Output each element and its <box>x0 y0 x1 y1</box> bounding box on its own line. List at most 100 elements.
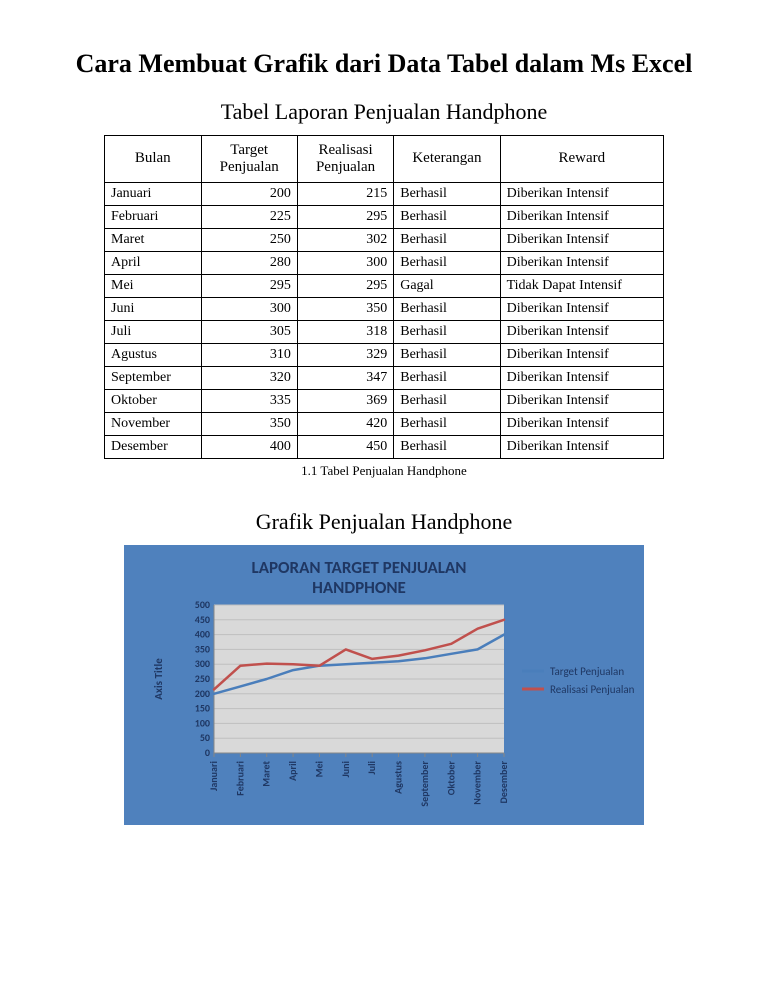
y-tick-label: 0 <box>205 746 210 759</box>
table-cell: Berhasil <box>394 251 500 274</box>
table-cell: 420 <box>297 412 393 435</box>
table-cell: 329 <box>297 343 393 366</box>
table-cell: 300 <box>201 297 297 320</box>
y-tick-label: 150 <box>195 701 210 714</box>
table-cell: Oktober <box>105 389 202 412</box>
table-cell: Diberikan Intensif <box>500 251 663 274</box>
line-chart: LAPORAN TARGET PENJUALANHANDPHONE0501001… <box>124 545 644 825</box>
chart-title: LAPORAN TARGET PENJUALAN <box>252 557 467 578</box>
table-cell: Juni <box>105 297 202 320</box>
table-cell: 318 <box>297 320 393 343</box>
table-cell: 335 <box>201 389 297 412</box>
table-row: April280300BerhasilDiberikan Intensif <box>105 251 664 274</box>
table-cell: Maret <box>105 228 202 251</box>
y-tick-label: 100 <box>195 716 210 729</box>
table-cell: 347 <box>297 366 393 389</box>
table-row: Juni300350BerhasilDiberikan Intensif <box>105 297 664 320</box>
table-header-cell: Realisasi Penjualan <box>297 135 393 182</box>
table-row: Januari200215BerhasilDiberikan Intensif <box>105 182 664 205</box>
table-cell: Berhasil <box>394 435 500 458</box>
table-cell: 450 <box>297 435 393 458</box>
table-cell: April <box>105 251 202 274</box>
table-cell: Diberikan Intensif <box>500 228 663 251</box>
table-cell: Berhasil <box>394 366 500 389</box>
table-cell: 295 <box>297 205 393 228</box>
table-cell: 280 <box>201 251 297 274</box>
table-cell: Gagal <box>394 274 500 297</box>
legend-label: Target Penjualan <box>550 665 624 678</box>
table-cell: Tidak Dapat Intensif <box>500 274 663 297</box>
table-cell: Diberikan Intensif <box>500 320 663 343</box>
table-cell: Diberikan Intensif <box>500 297 663 320</box>
document-page: Cara Membuat Grafik dari Data Tabel dala… <box>0 0 768 865</box>
table-cell: 320 <box>201 366 297 389</box>
table-row: Desember400450BerhasilDiberikan Intensif <box>105 435 664 458</box>
x-tick-label: Juni <box>339 761 352 778</box>
page-title: Cara Membuat Grafik dari Data Tabel dala… <box>64 48 704 81</box>
legend-label: Realisasi Penjualan <box>550 683 635 696</box>
table-cell: 215 <box>297 182 393 205</box>
table-cell: 310 <box>201 343 297 366</box>
table-cell: Berhasil <box>394 412 500 435</box>
y-tick-label: 400 <box>195 627 210 640</box>
table-cell: 295 <box>201 274 297 297</box>
y-tick-label: 450 <box>195 612 210 625</box>
table-cell: Berhasil <box>394 343 500 366</box>
table-cell: Agustus <box>105 343 202 366</box>
y-tick-label: 250 <box>195 672 210 685</box>
table-section-title: Tabel Laporan Penjualan Handphone <box>64 99 704 125</box>
table-cell: Diberikan Intensif <box>500 435 663 458</box>
table-cell: 305 <box>201 320 297 343</box>
x-tick-label: Maret <box>260 760 273 786</box>
table-row: Oktober335369BerhasilDiberikan Intensif <box>105 389 664 412</box>
table-cell: Diberikan Intensif <box>500 205 663 228</box>
table-cell: 400 <box>201 435 297 458</box>
x-tick-label: November <box>471 760 484 804</box>
table-caption: 1.1 Tabel Penjualan Handphone <box>64 463 704 479</box>
table-cell: Berhasil <box>394 182 500 205</box>
table-cell: November <box>105 412 202 435</box>
y-tick-label: 300 <box>195 657 210 670</box>
table-row: November350420BerhasilDiberikan Intensif <box>105 412 664 435</box>
table-cell: 350 <box>201 412 297 435</box>
table-cell: Berhasil <box>394 228 500 251</box>
table-header-cell: Bulan <box>105 135 202 182</box>
table-row: Juli305318BerhasilDiberikan Intensif <box>105 320 664 343</box>
table-cell: Diberikan Intensif <box>500 389 663 412</box>
table-row: Mei295295GagalTidak Dapat Intensif <box>105 274 664 297</box>
table-row: Maret250302BerhasilDiberikan Intensif <box>105 228 664 251</box>
table-cell: Diberikan Intensif <box>500 366 663 389</box>
table-cell: Berhasil <box>394 389 500 412</box>
x-tick-label: April <box>286 761 299 781</box>
table-cell: 295 <box>297 274 393 297</box>
x-tick-label: Agustus <box>392 760 405 793</box>
x-tick-label: Mei <box>312 761 325 777</box>
chart-title-line2: HANDPHONE <box>312 577 406 598</box>
table-cell: Berhasil <box>394 297 500 320</box>
table-cell: Januari <box>105 182 202 205</box>
x-tick-label: Desember <box>497 760 510 803</box>
table-header-cell: Keterangan <box>394 135 500 182</box>
table-cell: Februari <box>105 205 202 228</box>
table-cell: Berhasil <box>394 320 500 343</box>
table-row: Februari225295BerhasilDiberikan Intensif <box>105 205 664 228</box>
y-tick-label: 350 <box>195 642 210 655</box>
table-cell: 200 <box>201 182 297 205</box>
table-row: Agustus310329BerhasilDiberikan Intensif <box>105 343 664 366</box>
table-cell: Desember <box>105 435 202 458</box>
table-cell: 369 <box>297 389 393 412</box>
table-cell: 225 <box>201 205 297 228</box>
x-tick-label: September <box>418 760 431 806</box>
x-tick-label: Februari <box>233 761 246 796</box>
table-cell: Diberikan Intensif <box>500 412 663 435</box>
table-row: September320347BerhasilDiberikan Intensi… <box>105 366 664 389</box>
x-tick-label: Oktober <box>444 760 457 795</box>
chart-section-title: Grafik Penjualan Handphone <box>64 509 704 535</box>
table-cell: Diberikan Intensif <box>500 343 663 366</box>
y-tick-label: 200 <box>195 686 210 699</box>
table-cell: Berhasil <box>394 205 500 228</box>
y-tick-label: 500 <box>195 598 210 611</box>
chart-box: LAPORAN TARGET PENJUALANHANDPHONE0501001… <box>124 545 644 825</box>
sales-table: BulanTarget PenjualanRealisasi Penjualan… <box>104 135 664 459</box>
table-container: BulanTarget PenjualanRealisasi Penjualan… <box>64 135 704 459</box>
